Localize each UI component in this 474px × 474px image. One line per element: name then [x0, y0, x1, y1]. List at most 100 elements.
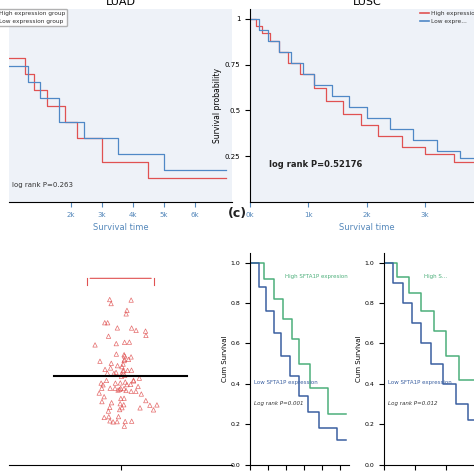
- Point: [118, 404, 126, 411]
- Point: [136, 374, 143, 382]
- Text: log rank P=0.52176: log rank P=0.52176: [269, 160, 362, 169]
- Text: High S...: High S...: [424, 274, 447, 279]
- Legend: High expression group, Low expression group: High expression group, Low expression gr…: [0, 9, 67, 26]
- Point: [105, 413, 112, 420]
- Text: (c): (c): [228, 208, 246, 220]
- X-axis label: Survival time: Survival time: [339, 223, 394, 232]
- Y-axis label: Cum Survival: Cum Survival: [222, 335, 228, 382]
- Point: [121, 356, 128, 364]
- Point: [123, 307, 131, 314]
- Point: [112, 340, 120, 347]
- Text: Low SFTA1P expression: Low SFTA1P expression: [388, 380, 452, 385]
- Point: [100, 393, 108, 401]
- Point: [106, 417, 114, 425]
- Point: [128, 296, 135, 304]
- Point: [99, 381, 107, 389]
- Point: [130, 377, 137, 385]
- Point: [122, 310, 130, 318]
- Point: [142, 332, 150, 339]
- Point: [118, 363, 126, 371]
- Point: [128, 418, 136, 425]
- Point: [106, 384, 114, 392]
- Point: [121, 372, 128, 379]
- Point: [120, 357, 128, 365]
- Point: [132, 388, 140, 395]
- Point: [96, 357, 104, 365]
- Point: [126, 338, 133, 346]
- Point: [134, 383, 142, 390]
- Point: [123, 381, 131, 388]
- Text: Log rank P=0.012: Log rank P=0.012: [388, 401, 438, 406]
- Point: [91, 341, 99, 349]
- Point: [105, 332, 112, 340]
- Point: [116, 406, 123, 413]
- Point: [105, 407, 112, 415]
- Point: [124, 366, 131, 374]
- Point: [112, 369, 120, 376]
- Point: [146, 401, 154, 409]
- Point: [120, 394, 128, 402]
- Point: [104, 319, 111, 327]
- Point: [111, 379, 119, 387]
- Point: [108, 359, 115, 367]
- Point: [107, 364, 114, 372]
- Point: [121, 378, 129, 386]
- Point: [127, 381, 135, 388]
- Point: [137, 390, 145, 398]
- Point: [150, 406, 157, 414]
- Point: [103, 377, 110, 384]
- Point: [110, 370, 118, 377]
- Point: [119, 360, 127, 368]
- Text: log rank P=0.263: log rank P=0.263: [12, 182, 73, 188]
- Point: [115, 413, 122, 420]
- Point: [107, 300, 115, 307]
- Point: [128, 366, 135, 374]
- Point: [142, 327, 149, 335]
- Point: [120, 351, 128, 358]
- Point: [118, 370, 125, 378]
- Point: [153, 401, 161, 409]
- Point: [100, 414, 108, 421]
- Text: Low SFTA1P expression: Low SFTA1P expression: [254, 380, 318, 385]
- Point: [117, 384, 125, 392]
- Point: [98, 384, 106, 392]
- Point: [117, 400, 124, 408]
- Point: [120, 367, 128, 374]
- Point: [120, 401, 128, 409]
- Point: [125, 356, 132, 363]
- Point: [109, 418, 117, 426]
- Point: [119, 367, 127, 374]
- Y-axis label: Cum Survival: Cum Survival: [356, 335, 362, 382]
- Point: [128, 324, 136, 332]
- Point: [128, 388, 135, 395]
- Point: [128, 353, 135, 361]
- Y-axis label: Survival probability: Survival probability: [213, 68, 222, 143]
- Title: LUAD: LUAD: [106, 0, 136, 7]
- Point: [130, 376, 137, 384]
- Point: [114, 362, 121, 369]
- Point: [117, 395, 125, 402]
- Point: [111, 384, 119, 392]
- Point: [106, 296, 113, 303]
- Point: [101, 319, 109, 327]
- Legend: High expression group, Low expre...: High expression group, Low expre...: [418, 9, 474, 26]
- Point: [136, 404, 144, 412]
- Point: [97, 379, 105, 387]
- Point: [104, 369, 111, 377]
- Point: [117, 379, 124, 387]
- Point: [108, 399, 115, 407]
- Point: [121, 352, 128, 360]
- Text: High SFTA1P expresion: High SFTA1P expresion: [285, 274, 347, 279]
- Point: [132, 327, 140, 334]
- Point: [101, 365, 109, 373]
- Point: [121, 338, 128, 346]
- Point: [118, 373, 125, 380]
- Point: [112, 350, 120, 358]
- Point: [114, 386, 122, 394]
- Point: [106, 404, 114, 411]
- Point: [142, 397, 150, 404]
- Text: Log rank P=0.001: Log rank P=0.001: [254, 401, 303, 406]
- X-axis label: Survival time: Survival time: [93, 223, 148, 232]
- Point: [95, 389, 103, 397]
- Point: [98, 398, 106, 405]
